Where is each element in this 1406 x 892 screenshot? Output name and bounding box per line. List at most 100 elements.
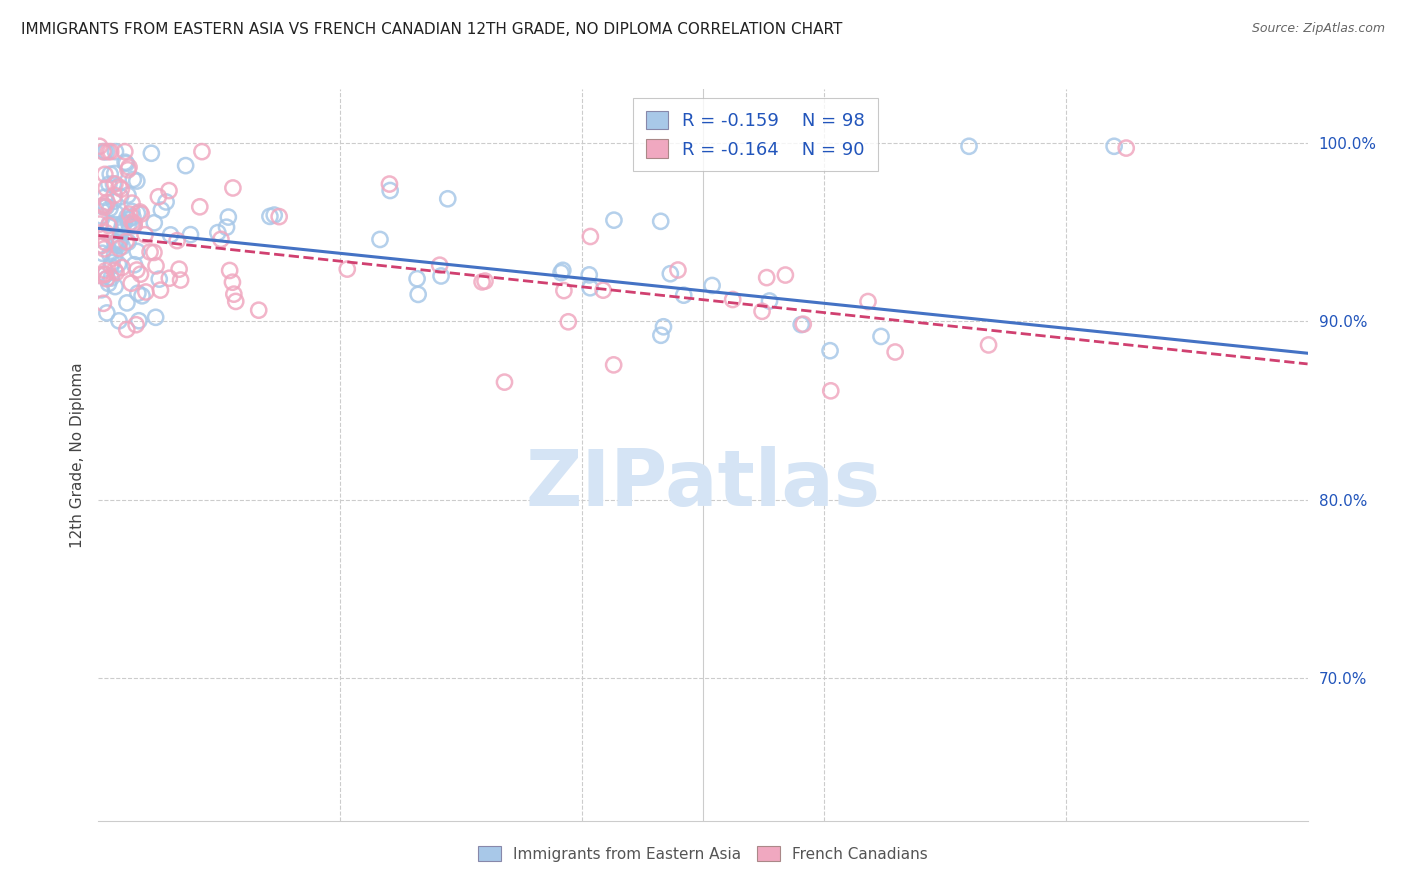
Point <box>263 208 285 222</box>
Point <box>145 310 167 325</box>
Point <box>378 184 401 198</box>
Point <box>247 303 270 318</box>
Point <box>117 162 139 177</box>
Point <box>93 200 115 214</box>
Legend: Immigrants from Eastern Asia, French Canadians: Immigrants from Eastern Asia, French Can… <box>472 839 934 868</box>
Point <box>110 225 132 239</box>
Point <box>100 271 122 285</box>
Point <box>103 177 125 191</box>
Point <box>108 241 131 255</box>
Point <box>603 213 626 227</box>
Point <box>149 283 172 297</box>
Point <box>117 212 139 227</box>
Point <box>108 235 131 250</box>
Point <box>155 194 177 209</box>
Point <box>122 210 145 224</box>
Point <box>107 238 129 252</box>
Point <box>792 317 814 331</box>
Point <box>111 239 134 253</box>
Point <box>721 293 744 307</box>
Point <box>650 328 672 343</box>
Point <box>215 220 238 235</box>
Point <box>790 318 813 332</box>
Point <box>96 272 118 286</box>
Point <box>94 235 117 250</box>
Point <box>157 271 180 285</box>
Point <box>110 222 132 236</box>
Point <box>110 182 132 196</box>
Point <box>222 287 245 301</box>
Point <box>110 190 132 204</box>
Point <box>700 278 723 293</box>
Point <box>121 196 143 211</box>
Point <box>368 232 391 246</box>
Point <box>91 145 114 159</box>
Point <box>578 268 600 282</box>
Y-axis label: 12th Grade, No Diploma: 12th Grade, No Diploma <box>69 362 84 548</box>
Text: IMMIGRANTS FROM EASTERN ASIA VS FRENCH CANADIAN 12TH GRADE, NO DIPLOMA CORRELATI: IMMIGRANTS FROM EASTERN ASIA VS FRENCH C… <box>21 22 842 37</box>
Point <box>115 322 138 336</box>
Point <box>90 209 112 223</box>
Point <box>652 319 675 334</box>
Point <box>104 279 127 293</box>
Point <box>125 174 148 188</box>
Point <box>104 248 127 262</box>
Point <box>957 139 980 153</box>
Point <box>884 345 907 359</box>
Point <box>221 275 243 289</box>
Point <box>134 227 156 242</box>
Point <box>128 314 150 328</box>
Point <box>93 190 115 204</box>
Point <box>135 285 157 299</box>
Point <box>104 167 127 181</box>
Point <box>429 258 451 272</box>
Point <box>818 343 841 358</box>
Point <box>91 246 114 260</box>
Point <box>125 263 148 277</box>
Point <box>98 247 121 261</box>
Point <box>108 233 131 247</box>
Point <box>96 195 118 210</box>
Point <box>169 273 191 287</box>
Point <box>98 217 121 231</box>
Point <box>90 283 112 297</box>
Point <box>93 267 115 281</box>
Point <box>104 177 127 191</box>
Point <box>115 156 138 170</box>
Point <box>108 180 131 194</box>
Point <box>128 205 150 219</box>
Point <box>91 199 114 213</box>
Point <box>89 268 111 283</box>
Point <box>430 268 453 283</box>
Point <box>222 181 245 195</box>
Point <box>104 218 127 232</box>
Point <box>104 238 127 252</box>
Point <box>118 160 141 174</box>
Point <box>977 338 1000 352</box>
Point <box>131 289 153 303</box>
Point <box>758 293 780 308</box>
Point <box>225 294 247 309</box>
Point <box>592 283 614 297</box>
Point <box>148 190 170 204</box>
Point <box>494 375 516 389</box>
Point <box>121 215 143 229</box>
Point <box>150 202 173 217</box>
Point <box>100 145 122 159</box>
Point <box>550 266 572 280</box>
Point <box>117 188 139 202</box>
Point <box>127 286 149 301</box>
Point <box>122 217 145 231</box>
Point <box>94 181 117 195</box>
Point <box>209 232 232 246</box>
Point <box>471 275 494 289</box>
Point <box>104 235 127 250</box>
Point <box>856 294 879 309</box>
Point <box>91 238 114 252</box>
Point <box>159 227 181 242</box>
Point <box>672 288 695 302</box>
Point <box>148 272 170 286</box>
Point <box>101 255 124 269</box>
Point <box>94 226 117 240</box>
Point <box>117 235 139 249</box>
